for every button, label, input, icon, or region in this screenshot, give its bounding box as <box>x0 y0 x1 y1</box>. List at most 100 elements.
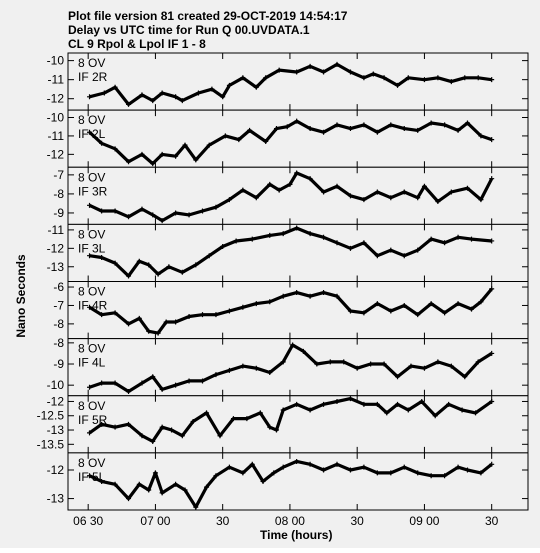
data-point <box>415 470 421 476</box>
data-point <box>405 75 411 81</box>
y-tick-label: -12 <box>47 147 65 161</box>
data-point <box>475 75 481 81</box>
data-point <box>263 138 269 144</box>
y-tick-label: -8 <box>53 317 64 331</box>
data-point <box>489 286 495 292</box>
data-point <box>87 430 93 436</box>
y-tick-label: -12 <box>47 394 65 408</box>
data-point <box>220 94 226 100</box>
data-point <box>182 487 188 493</box>
data-point <box>226 464 232 470</box>
data-point <box>473 410 479 416</box>
data-point <box>159 424 165 430</box>
data-point <box>126 389 132 395</box>
data-point <box>146 328 152 334</box>
data-point <box>428 301 434 307</box>
data-point <box>173 382 179 388</box>
data-point <box>209 86 215 92</box>
data-point <box>347 126 353 132</box>
panel-if-label: IF 4L <box>78 356 106 370</box>
data-point <box>405 407 411 413</box>
y-tick-label: -10 <box>47 110 65 124</box>
data-point <box>280 293 286 299</box>
panel-source-label: 8 OV <box>78 399 105 413</box>
x-tick-label: 30 <box>216 514 230 528</box>
data-point <box>280 464 286 470</box>
y-tick-label: -13 <box>47 260 65 274</box>
data-point <box>150 438 156 444</box>
data-point <box>126 101 132 107</box>
data-point <box>489 350 495 356</box>
data-point <box>159 151 165 157</box>
data-point <box>370 71 376 77</box>
data-point <box>448 79 454 85</box>
data-point <box>163 319 169 325</box>
data-point <box>421 77 427 83</box>
data-point <box>139 380 145 386</box>
data-point <box>334 240 340 246</box>
data-point <box>217 433 223 439</box>
x-tick-label: 09 00 <box>409 514 439 528</box>
data-point <box>280 231 286 237</box>
data-point <box>321 467 327 473</box>
y-tick-label: -11 <box>48 223 65 237</box>
data-point <box>99 208 105 214</box>
data-point <box>179 433 185 439</box>
data-point <box>421 365 427 371</box>
data-point <box>193 262 199 268</box>
data-point <box>478 470 484 476</box>
y-tick-label: -8 <box>53 336 64 350</box>
data-point <box>173 481 179 487</box>
x-tick-label: 30 <box>485 514 499 528</box>
data-point <box>200 208 206 214</box>
data-point <box>112 146 118 152</box>
data-point <box>87 94 93 100</box>
data-point <box>374 253 380 259</box>
data-point <box>179 269 185 275</box>
data-point <box>257 410 263 416</box>
data-point <box>173 319 179 325</box>
data-point <box>489 398 495 404</box>
data-point <box>455 301 461 307</box>
data-point <box>368 361 374 367</box>
data-point <box>361 240 367 246</box>
data-point <box>388 308 394 314</box>
data-point <box>374 401 380 407</box>
data-point <box>226 82 232 88</box>
data-point <box>442 240 448 246</box>
data-point <box>213 312 219 318</box>
data-point <box>169 427 175 433</box>
data-point <box>186 212 192 218</box>
y-tick-label: -7 <box>53 168 64 182</box>
panel-source-label: 8 OV <box>78 227 105 241</box>
data-point <box>87 253 93 259</box>
data-point <box>150 374 156 380</box>
data-point <box>112 481 118 487</box>
data-point <box>435 359 441 365</box>
data-point <box>204 410 210 416</box>
data-point <box>321 69 327 75</box>
data-point <box>327 359 333 365</box>
y-axis-label: Nano Seconds <box>14 254 28 338</box>
panel-source-label: 8 OV <box>78 342 105 356</box>
data-point <box>307 126 313 132</box>
data-point <box>190 418 196 424</box>
data-point <box>395 401 401 407</box>
data-point <box>126 273 132 279</box>
y-tick-label: -9 <box>53 357 64 371</box>
data-point <box>478 299 484 305</box>
data-point <box>101 90 107 96</box>
data-point <box>294 118 300 124</box>
data-point <box>442 473 448 479</box>
data-point <box>435 75 441 81</box>
data-point <box>489 137 495 143</box>
data-point <box>87 384 93 390</box>
data-point <box>478 197 484 203</box>
header-line-2: Delay vs UTC time for Run Q 00.UVDATA.1 <box>68 23 310 37</box>
data-point <box>146 487 152 493</box>
data-point <box>182 142 188 148</box>
data-point <box>240 470 246 476</box>
y-tick-label: -12 <box>47 92 65 106</box>
